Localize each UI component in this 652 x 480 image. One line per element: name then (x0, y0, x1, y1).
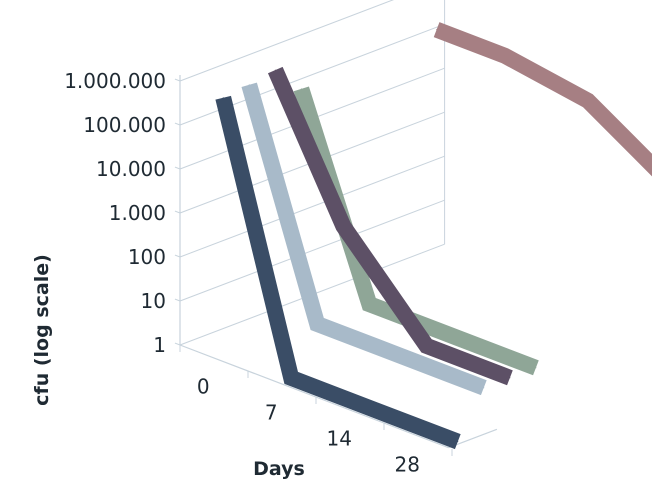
y-tick-labels: 1.000.000 100.000 10.000 1.000 100 10 1 (64, 69, 166, 357)
series-1-point-28 (457, 441, 459, 443)
series-2-ribbon (241, 82, 487, 396)
x-axis-title: Days (253, 458, 305, 480)
y-tick-label: 100 (128, 245, 166, 269)
series-2-point-14 (400, 355, 401, 357)
x-tick-label: 7 (265, 400, 278, 424)
series-1-point-7 (290, 377, 292, 379)
y-tick-label: 10.000 (96, 157, 166, 181)
x-tick-label: 28 (394, 452, 419, 476)
series-1-point-14 (374, 409, 375, 411)
x-axis-line (179, 344, 449, 449)
series-4-point-14 (452, 335, 454, 337)
series-1-point-0 (222, 97, 224, 99)
y-tick-label: 100.000 (83, 113, 166, 137)
axis-frame (179, 75, 498, 456)
series-5-point-7 (504, 55, 506, 57)
x-tick-label: 14 (326, 426, 351, 450)
y-tick-label: 1 (153, 333, 166, 357)
series-4-point-7 (368, 303, 370, 305)
series-2-point-7 (316, 323, 318, 325)
y-tick-label: 10 (141, 289, 166, 313)
series-3-point-14 (426, 345, 428, 347)
series-1-ribbon (215, 95, 461, 450)
gridline-left (174, 166, 181, 170)
gridline-left (174, 122, 181, 126)
series-layer (215, 22, 652, 450)
series-4-point-0 (300, 88, 302, 90)
y-tick-label: 1.000.000 (64, 69, 166, 93)
series-3-ribbon (267, 66, 513, 386)
gridline-left (174, 298, 181, 302)
gridline-back (179, 0, 395, 82)
series-2-point-0 (248, 84, 250, 86)
x-tick-label: 0 (197, 374, 210, 398)
series-2-point-28 (483, 387, 485, 389)
gridline-back (179, 155, 445, 258)
series-3-point-28 (509, 377, 511, 379)
series-5-point-14 (587, 100, 589, 102)
gridline-left (174, 342, 181, 346)
gridline-left (174, 254, 181, 258)
series-3-point-7 (342, 225, 344, 227)
series-5-ribbon (433, 22, 652, 177)
x-tick-labels: 0 7 14 28 (197, 374, 420, 476)
y-axis-title: cfu (log scale) (31, 254, 53, 406)
floor-edge (448, 428, 498, 449)
gridline-back (179, 199, 445, 302)
series-3-point-0 (274, 69, 276, 71)
y-tick-label: 1.000 (109, 201, 166, 225)
gridline-left (174, 210, 181, 214)
series-4-point-28 (535, 367, 537, 369)
gridline-left (174, 78, 181, 82)
series-5-point-0 (436, 29, 438, 31)
